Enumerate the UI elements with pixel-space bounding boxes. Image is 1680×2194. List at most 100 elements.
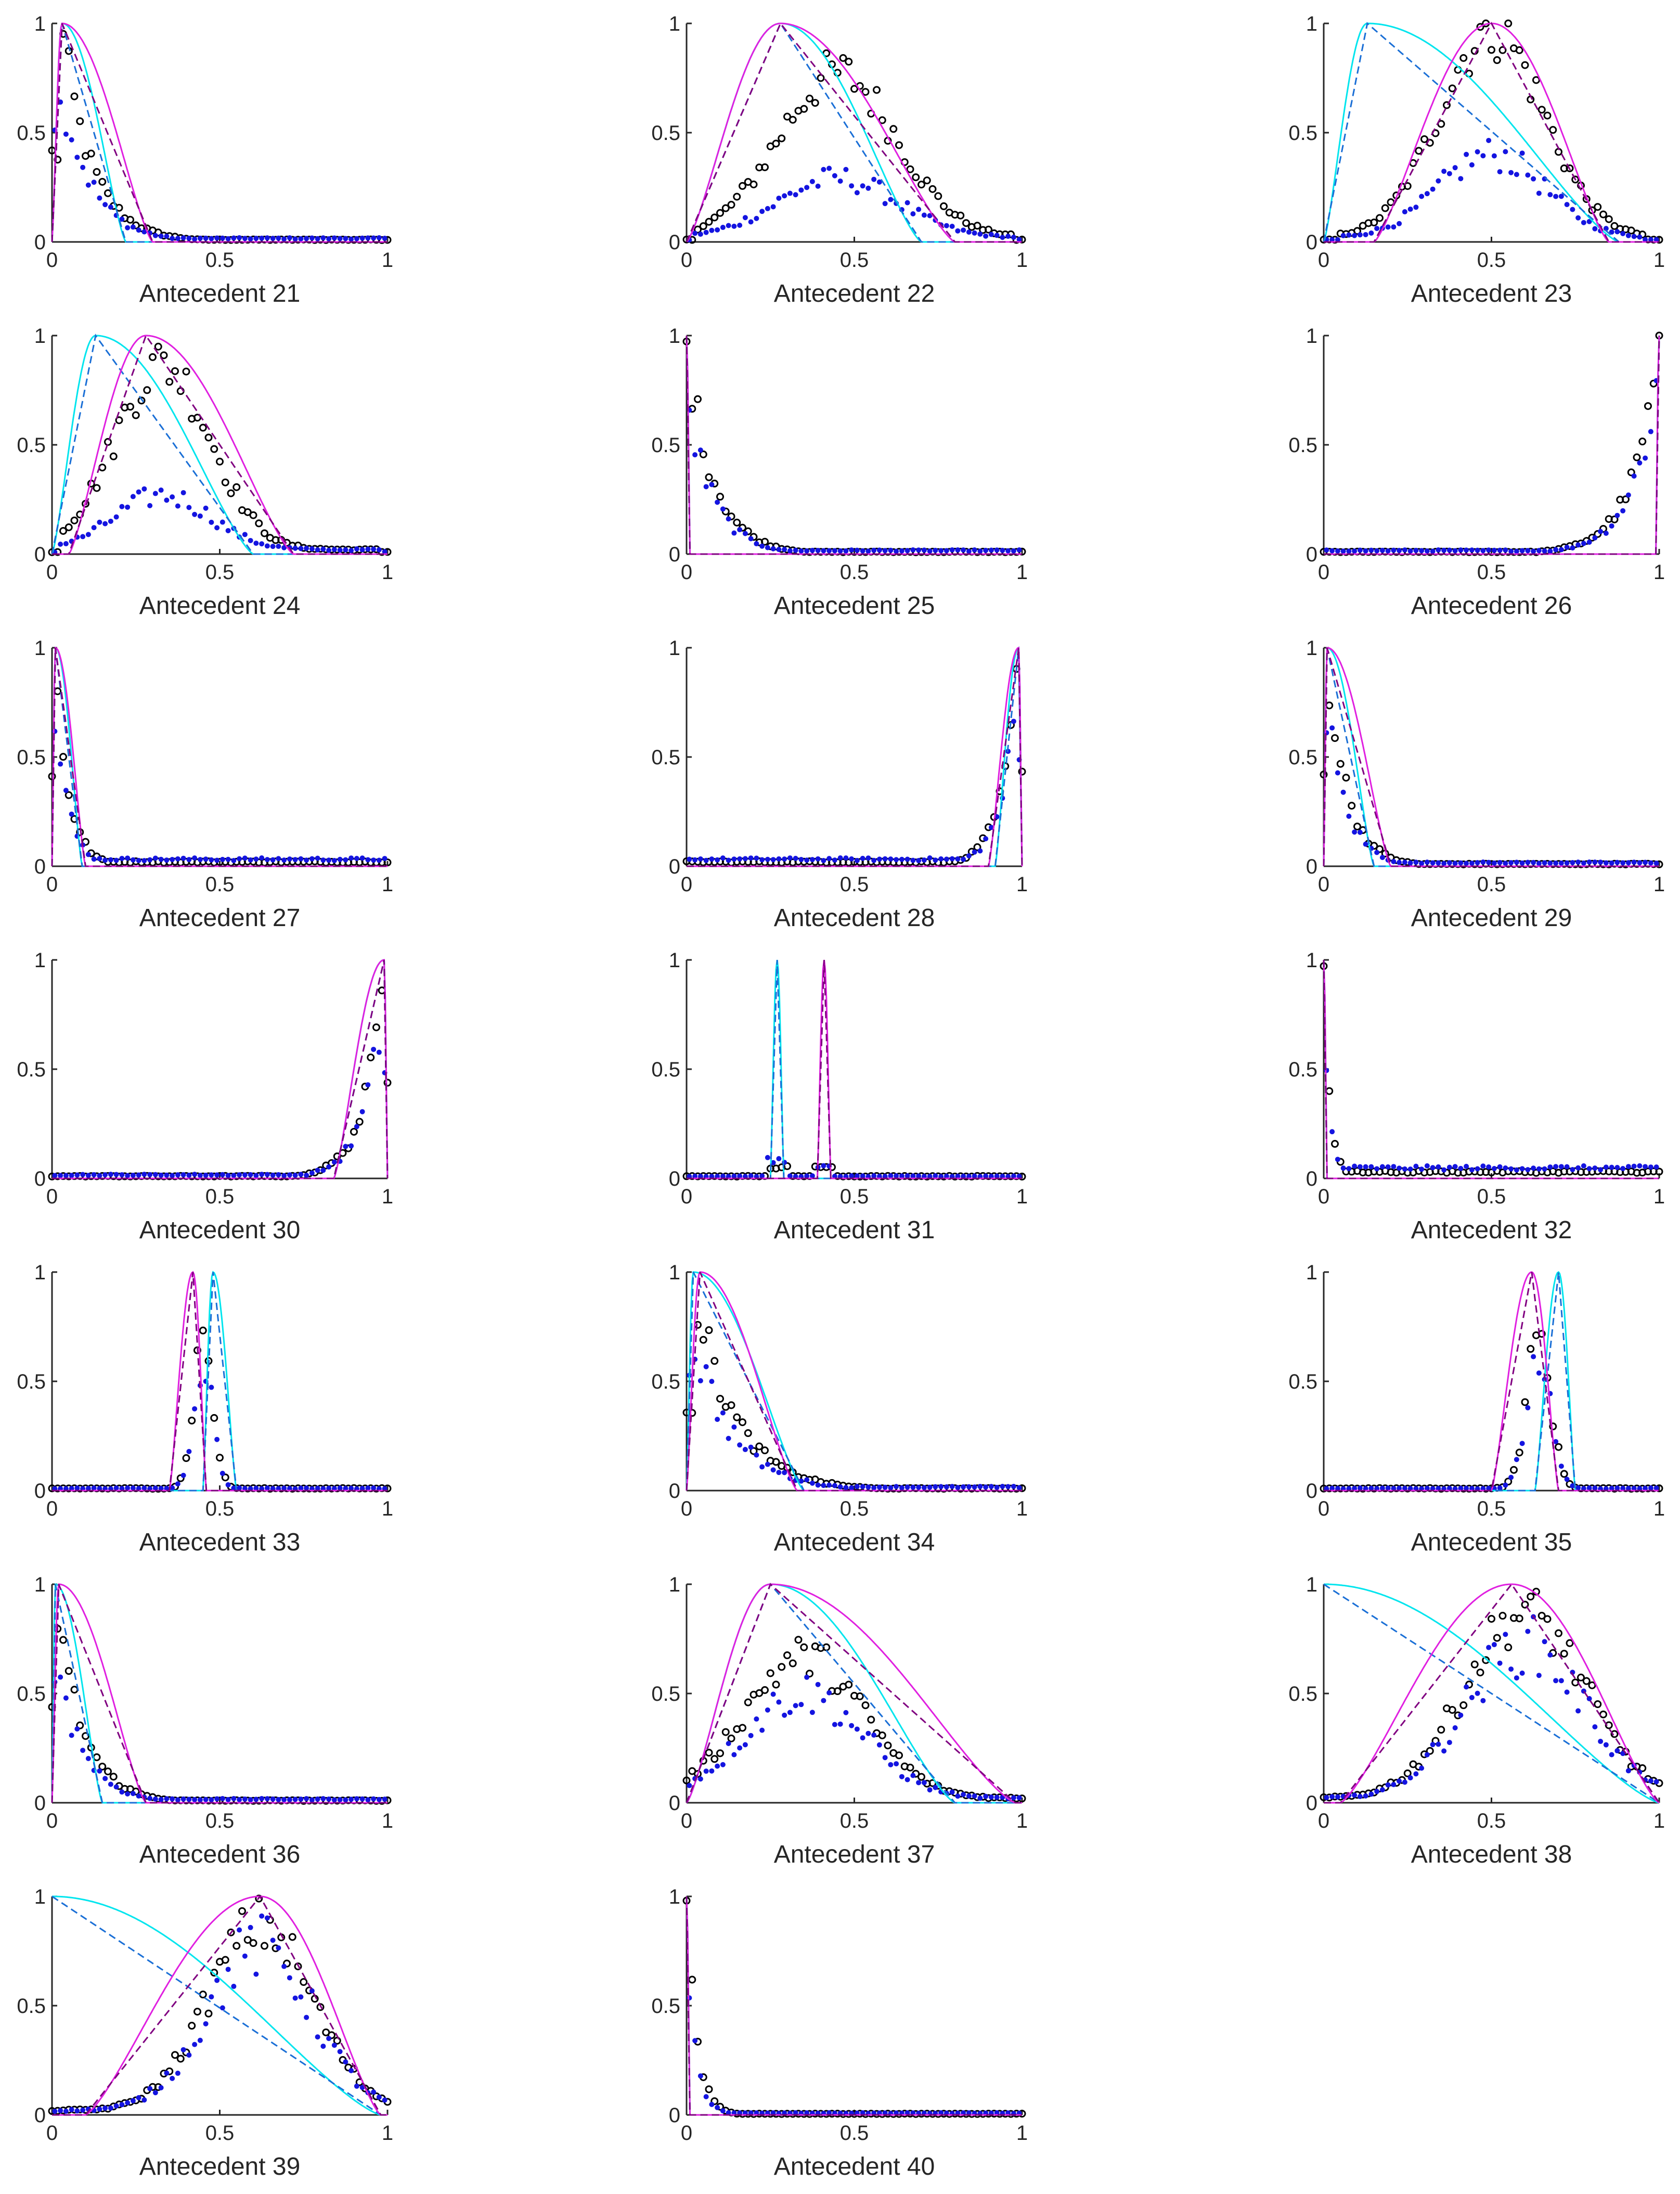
blue-dot-point xyxy=(108,1781,113,1787)
blue-dot-point xyxy=(1346,232,1352,238)
blue-dot-point xyxy=(264,857,270,863)
blue-dot-point xyxy=(164,857,170,863)
blue-dot-point xyxy=(888,1762,894,1767)
blue-dot-point xyxy=(113,1172,119,1177)
blue-dot-point xyxy=(765,856,770,862)
blue-dot-point xyxy=(175,856,180,862)
blue-dot-point xyxy=(1011,1484,1016,1490)
blue-dot-point xyxy=(1407,860,1413,866)
magenta-solid-mf xyxy=(52,959,389,1179)
magenta-solid-mf xyxy=(1324,1583,1660,1804)
blue-dot-point xyxy=(1598,859,1604,865)
blue-dot-point xyxy=(697,2073,703,2079)
cyan-solid-mf xyxy=(51,646,387,867)
blue-dot-point xyxy=(1625,233,1631,238)
black-circle-point xyxy=(934,192,942,200)
blue-dot-point xyxy=(737,856,743,862)
blue-dot-point xyxy=(1430,548,1436,554)
black-circle-point xyxy=(1599,1710,1607,1718)
blue-dot-point xyxy=(1586,1696,1592,1701)
blue-dot-point xyxy=(315,1485,320,1491)
blue-dot-point xyxy=(63,2108,69,2114)
blue-dot-point xyxy=(276,1172,281,1177)
blue-dot-point xyxy=(782,1470,787,1476)
blue-dot-point xyxy=(1564,1689,1570,1695)
blue-dot-point xyxy=(709,227,715,233)
blue-dot-point xyxy=(1497,1660,1503,1666)
black-circle-point xyxy=(70,1686,79,1694)
blue-dot-point xyxy=(1402,209,1407,215)
black-circle-point xyxy=(800,1643,808,1651)
blue-dot-point xyxy=(815,183,821,189)
blue-dot-point xyxy=(292,1995,298,2001)
black-circle-point xyxy=(48,772,56,780)
blue-dot-point xyxy=(697,1378,703,1383)
blue-dot-point xyxy=(331,1485,337,1491)
blue-dashed-mf xyxy=(686,335,1022,555)
blue-dot-point xyxy=(292,1797,298,1802)
blue-dot-point xyxy=(85,1755,91,1761)
blue-dot-point xyxy=(770,204,776,210)
blue-dot-point xyxy=(1614,1165,1620,1171)
blue-dot-point xyxy=(1469,1167,1475,1173)
black-circle-point xyxy=(861,1701,870,1710)
blue-dot-point xyxy=(821,1163,826,1169)
blue-dot-point xyxy=(119,855,125,861)
blue-dot-point xyxy=(192,2042,198,2047)
blue-dot-point xyxy=(348,1485,354,1491)
blue-dot-point xyxy=(337,236,343,241)
blue-dot-point xyxy=(776,195,782,201)
black-circle-point xyxy=(688,1975,696,1984)
black-circle-point xyxy=(1437,1726,1445,1734)
blue-dot-point xyxy=(309,1170,315,1176)
blue-dot-point xyxy=(147,857,153,863)
blue-dot-point xyxy=(85,532,91,537)
black-circle-point xyxy=(873,86,881,94)
blue-dot-point xyxy=(102,521,108,527)
blue-dot-point xyxy=(91,179,97,185)
blue-dot-point xyxy=(1335,1794,1340,1800)
blue-dot-point xyxy=(1508,548,1514,554)
blue-dot-point xyxy=(961,1173,966,1179)
blue-dot-point xyxy=(63,788,69,793)
blue-dot-point xyxy=(337,547,343,553)
x-tick-label: 0 xyxy=(1318,1810,1329,1832)
blue-dot-point xyxy=(955,547,961,553)
blue-dot-point xyxy=(253,1485,259,1491)
cyan-solid-mf xyxy=(1323,647,1659,867)
black-circle-point xyxy=(243,1936,252,1944)
blue-dot-point xyxy=(832,548,837,554)
blue-dot-point xyxy=(164,1796,170,1802)
black-circle-point xyxy=(109,452,118,460)
blue-dot-point xyxy=(1570,1483,1575,1489)
blue-dot-point xyxy=(854,547,860,553)
black-circle-point xyxy=(1320,771,1328,779)
blue-dot-point xyxy=(1469,162,1475,168)
blue-dot-point xyxy=(320,235,326,241)
blue-dot-point xyxy=(1446,860,1452,866)
blue-dot-point xyxy=(1424,1485,1430,1491)
blue-dot-point xyxy=(1575,1165,1581,1171)
blue-dot-point xyxy=(136,2095,141,2100)
blue-dashed-mf xyxy=(51,23,387,243)
x-tick-label: 1 xyxy=(1016,873,1028,896)
blue-dot-point xyxy=(731,223,737,229)
x-tick-label: 0 xyxy=(681,1497,692,1520)
black-circle-point xyxy=(1331,734,1339,742)
magenta-solid-mf xyxy=(52,1895,387,2116)
blue-dot-point xyxy=(231,1173,237,1178)
blue-dot-point xyxy=(977,231,983,237)
blue-dot-point xyxy=(304,1172,309,1178)
blue-dot-point xyxy=(292,236,298,242)
blue-dot-point xyxy=(170,1173,175,1178)
blue-dashed-mf xyxy=(1324,335,1660,555)
blue-dot-point xyxy=(759,1464,765,1470)
black-circle-point xyxy=(1448,84,1456,93)
blue-dot-point xyxy=(253,541,259,546)
black-circle-point xyxy=(694,395,702,403)
panel-title: Antecedent 37 xyxy=(774,1841,935,1868)
blue-dot-point xyxy=(692,1173,698,1179)
panel-title: Antecedent 39 xyxy=(139,2153,301,2180)
y-tick-label: 1 xyxy=(669,325,680,348)
